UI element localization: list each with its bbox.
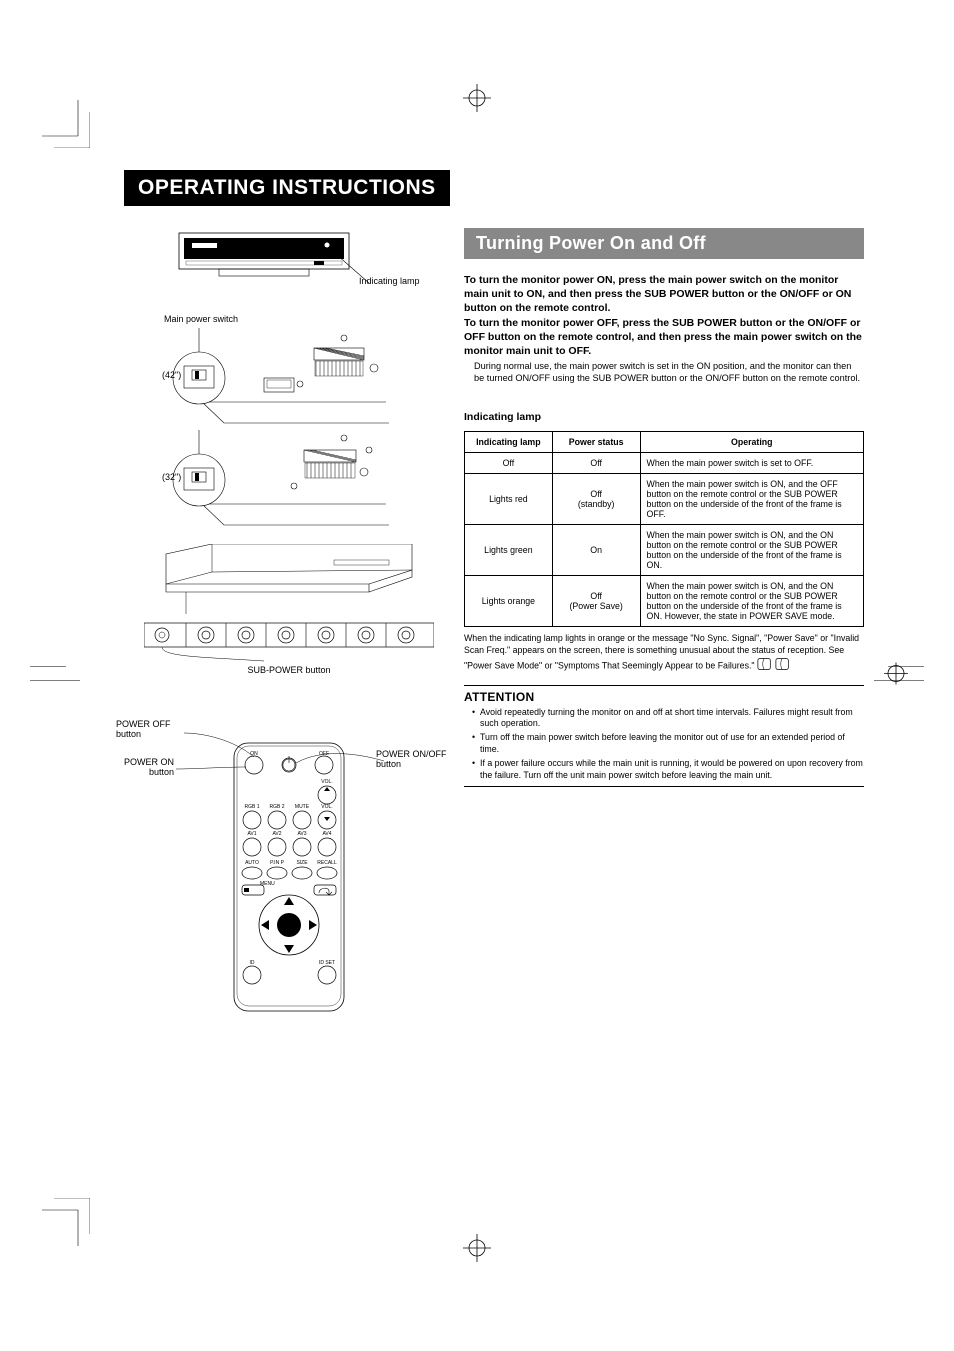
table-row: Lights red Off (standby) When the main p…: [465, 473, 864, 524]
power-onoff-button-label: POWER ON/OFF button: [376, 749, 447, 769]
power-off-button-label: POWER OFF button: [116, 719, 171, 739]
para-note: During normal use, the main power switch…: [474, 360, 864, 385]
sub-power-button-caption: SUB-POWER button: [144, 665, 434, 675]
remote-mute-label: MUTE: [295, 804, 310, 810]
table-header-operating: Operating: [640, 431, 863, 452]
attention-item: Avoid repeatedly turning the monitor on …: [472, 707, 864, 731]
attention-list: Avoid repeatedly turning the monitor on …: [464, 707, 864, 782]
page-ref-icons: [757, 657, 791, 675]
remote-av3-label: AV3: [297, 831, 306, 837]
remote-size-label: SIZE: [296, 860, 308, 866]
table-header-lamp: Indicating lamp: [465, 431, 553, 452]
table-row: Off Off When the main power switch is se…: [465, 452, 864, 473]
crop-mark-bl: [42, 1198, 90, 1251]
figure-rear-42: (42"): [164, 328, 434, 428]
table-header-status: Power status: [552, 431, 640, 452]
left-column: Indicating lamp Main power switch: [124, 228, 434, 1025]
attention-item: Turn off the main power switch before le…: [472, 732, 864, 756]
figure-rear-32: (32"): [164, 430, 434, 530]
attention-heading: ATTENTION: [464, 690, 864, 704]
remote-on-label: ON: [250, 751, 258, 757]
size-32-label: (32"): [162, 472, 181, 482]
remote-ok-label: OK: [285, 924, 293, 930]
remote-recall-label: RECALL: [317, 860, 337, 866]
remote-idset-label: ID SET: [319, 960, 335, 966]
remote-av4-label: AV4: [322, 831, 331, 837]
page: ENGLISH OPERATING INSTRUCTIONS: [0, 0, 954, 1351]
align-mark-left: [30, 662, 80, 689]
remote-voldn-label: VOL.: [321, 804, 332, 810]
crop-mark-tl: [42, 100, 90, 153]
align-mark-right: [874, 662, 924, 689]
main-power-switch-caption: Main power switch: [164, 314, 434, 324]
figure-underside-buttons: [144, 621, 434, 665]
indicating-lamp-caption: Indicating lamp: [359, 276, 420, 286]
remote-rgb1-label: RGB 1: [244, 804, 259, 810]
remote-pinp-label: P.IN P: [270, 860, 284, 866]
remote-rgb2-label: RGB 2: [269, 804, 284, 810]
remote-av2-label: AV2: [272, 831, 281, 837]
indicating-lamp-table: Indicating lamp Power status Operating O…: [464, 431, 864, 627]
attention-divider-bottom: [464, 786, 864, 787]
page-title: OPERATING INSTRUCTIONS: [124, 170, 450, 206]
attention-divider: [464, 685, 864, 686]
figure-monitor-top: Indicating lamp: [174, 228, 434, 308]
remote-menu-label: MENU: [260, 881, 275, 887]
registration-mark-bottom: [463, 1234, 491, 1267]
right-column: Turning Power On and Off To turn the mon…: [464, 228, 864, 1025]
figure-perspective-bottom: [164, 544, 434, 619]
power-on-button-label: POWER ON button: [106, 757, 174, 777]
after-table-note: When the indicating lamp lights in orang…: [464, 633, 864, 675]
remote-id-label: ID: [250, 960, 255, 966]
table-row: Lights orange Off (Power Save) When the …: [465, 575, 864, 626]
figure-remote: ON OFF RGB 1 RGB 2 MUTE: [124, 725, 444, 1025]
para-turn-off: To turn the monitor power OFF, press the…: [464, 316, 864, 359]
registration-mark-top: [463, 84, 491, 117]
para-turn-on: To turn the monitor power ON, press the …: [464, 273, 864, 316]
size-42-label: (42"): [162, 370, 181, 380]
content-area: OPERATING INSTRUCTIONS In: [124, 170, 864, 1221]
remote-auto-label: AUTO: [245, 860, 259, 866]
attention-item: If a power failure occurs while the main…: [472, 758, 864, 782]
section-title: Turning Power On and Off: [464, 228, 864, 259]
remote-av1-label: AV1: [247, 831, 256, 837]
table-row: Lights green On When the main power swit…: [465, 524, 864, 575]
remote-volup-label: VOL.: [321, 779, 332, 785]
indicating-lamp-heading: Indicating lamp: [464, 411, 864, 423]
